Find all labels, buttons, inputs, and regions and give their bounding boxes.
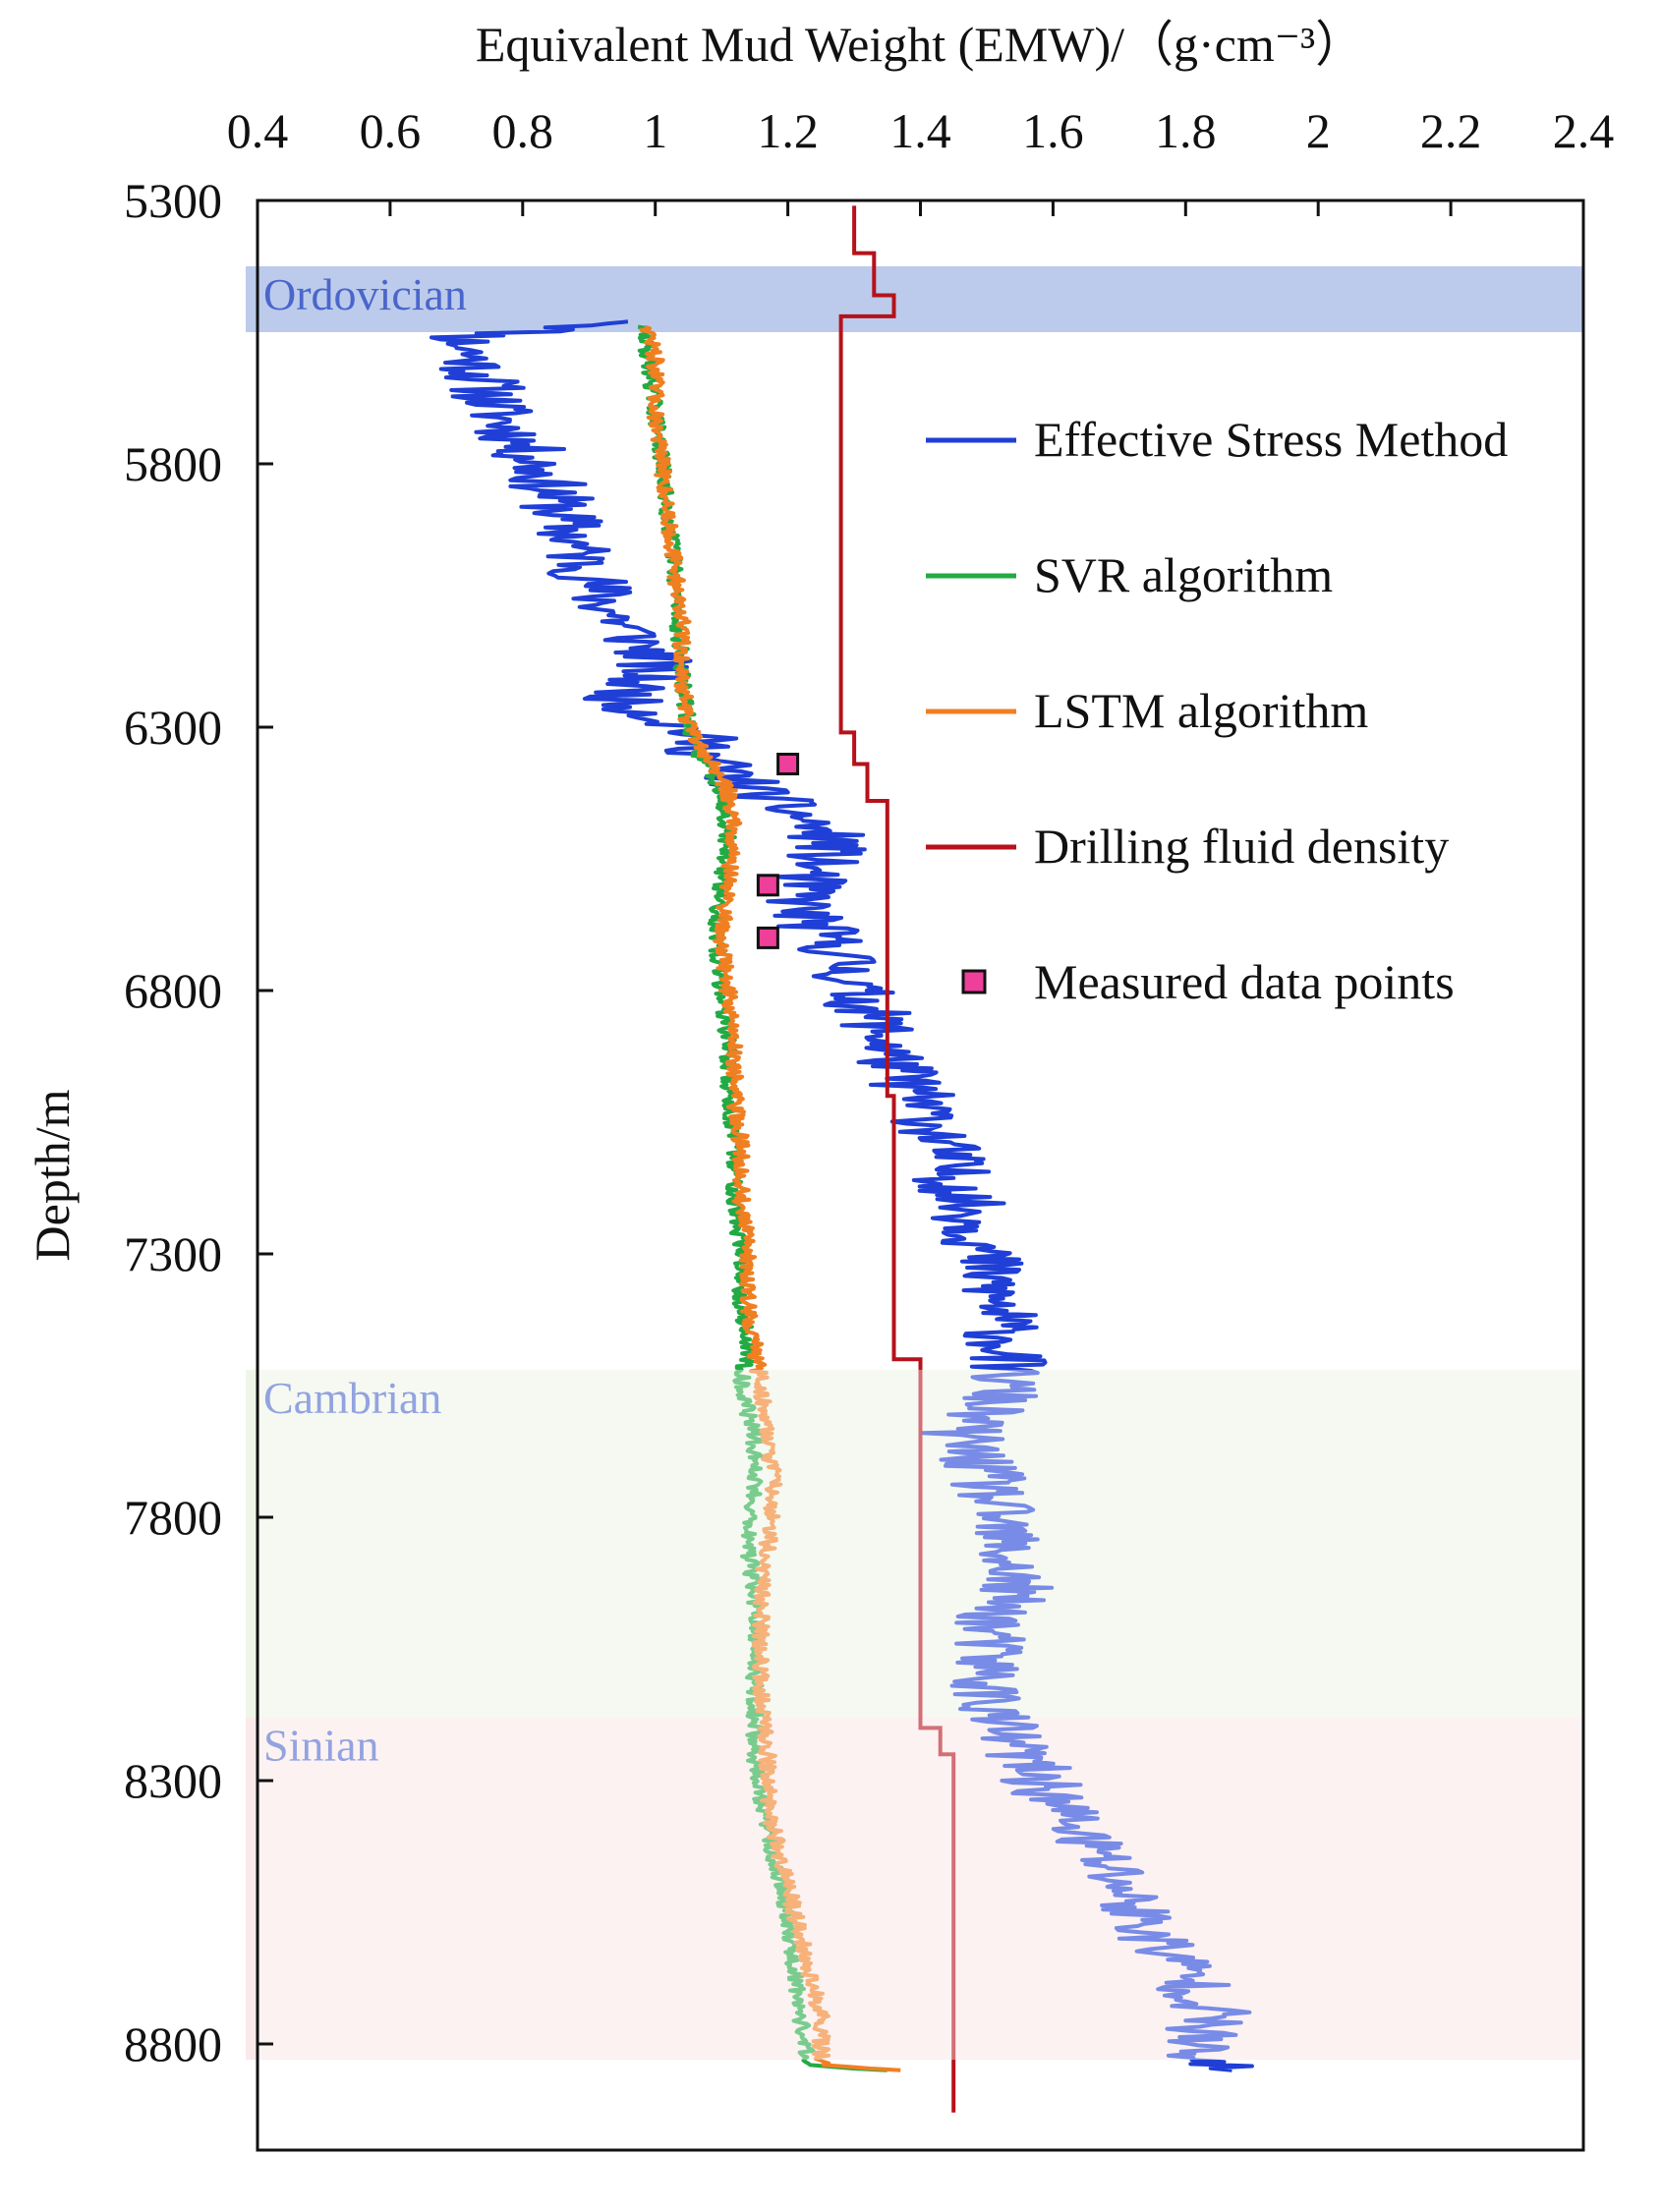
measured-data-point — [756, 926, 779, 949]
y-tick-label: 5800 — [124, 436, 222, 491]
x-tick-label: 0.4 — [227, 103, 289, 158]
measured-data-point — [776, 753, 800, 776]
measured-data-point — [756, 874, 779, 897]
x-tick-label: 0.6 — [360, 103, 422, 158]
x-axis-title: Equivalent Mud Weight (EMW)/（g·cm⁻³） — [476, 17, 1364, 72]
zone-overlay — [258, 1369, 1583, 2061]
y-tick-label: 8800 — [124, 2016, 222, 2071]
legend-label-effective-stress: Effective Stress Method — [1034, 412, 1508, 467]
series-effective-stress-method — [430, 319, 1254, 2072]
legend-marker-measured — [961, 969, 987, 994]
series-lstm-algorithm — [639, 324, 901, 2072]
x-tick-label: 1.6 — [1022, 103, 1084, 158]
x-tick-label: 2.2 — [1420, 103, 1482, 158]
y-tick-label: 7300 — [124, 1226, 222, 1281]
x-tick-label: 2.4 — [1553, 103, 1615, 158]
y-tick-label: 7800 — [124, 1490, 222, 1545]
legend — [926, 437, 1016, 994]
zone-cambrian — [246, 1369, 1583, 1718]
y-tick-label: 8300 — [124, 1753, 222, 1808]
x-tick-label: 1.4 — [889, 103, 951, 158]
axis-ticks — [256, 199, 1585, 2046]
x-tick-label: 0.8 — [492, 103, 554, 158]
zone-ordovician — [246, 266, 1583, 332]
zone-label-sinian: Sinian — [263, 1721, 379, 1771]
legend-label-svr: SVR algorithm — [1034, 547, 1333, 602]
zone-sinian — [246, 1717, 1583, 2061]
x-tick-label: 2 — [1306, 103, 1331, 158]
series-layer — [258, 205, 1583, 2113]
y-tick-label: 5300 — [124, 173, 222, 228]
zone-label-cambrian: Cambrian — [263, 1373, 441, 1423]
legend-label-measured: Measured data points — [1034, 954, 1455, 1009]
y-tick-label: 6800 — [124, 963, 222, 1018]
x-tick-label: 1.8 — [1155, 103, 1217, 158]
zone-label-ordovician: Ordovician — [263, 269, 467, 319]
legend-label-drilling-fluid: Drilling fluid density — [1034, 819, 1449, 874]
x-tick-label: 1 — [643, 103, 667, 158]
y-tick-label: 6300 — [124, 700, 222, 755]
y-axis-title: Depth/m — [25, 1089, 80, 1261]
legend-label-lstm: LSTM algorithm — [1034, 683, 1368, 738]
x-tick-label: 1.2 — [757, 103, 819, 158]
series-drilling-fluid-density — [838, 205, 956, 2113]
formation-zones — [246, 266, 1583, 2061]
